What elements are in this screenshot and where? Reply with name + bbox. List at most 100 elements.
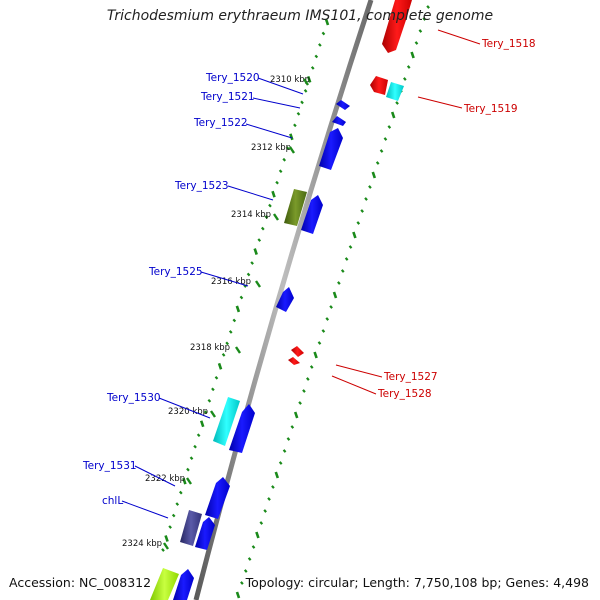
gene-label-reverse[interactable]: Tery_1519	[463, 103, 518, 115]
feature-tery-1520-arrow[interactable]	[336, 100, 350, 110]
feature-tery-1530-rna[interactable]	[213, 397, 240, 446]
feature-tery-1518-arrow[interactable]	[382, 0, 412, 53]
gene-label-forward[interactable]: Tery_1522	[193, 117, 248, 129]
gene-label-leader	[252, 97, 301, 109]
minor-tick	[211, 387, 215, 392]
gene-label-forward[interactable]: Tery_1530	[106, 392, 161, 404]
major-tick	[199, 420, 205, 428]
gene-label-leader	[437, 29, 481, 45]
major-tick	[293, 411, 299, 419]
minor-tick	[193, 444, 197, 449]
feature-tery-1530-arrow[interactable]	[229, 404, 255, 453]
reverse-features	[288, 0, 412, 365]
major-tick	[255, 531, 260, 539]
minor-tick	[383, 137, 388, 141]
minor-tick	[314, 54, 319, 59]
gene-label-forward[interactable]: Tery_1521	[200, 91, 255, 103]
minor-tick	[286, 437, 291, 441]
feature-bottom-arrow[interactable]	[173, 569, 194, 600]
reverse-gene-labels: Tery_1518 Tery_1519 Tery_1527 Tery_1528	[331, 29, 536, 400]
gene-label-forward[interactable]: Tery_1525	[148, 266, 203, 278]
minor-tick	[318, 43, 322, 47]
minor-tick	[310, 66, 315, 70]
gene-label-forward[interactable]: Tery_1523	[174, 180, 229, 192]
kbp-tick-label: 2320 kbp	[168, 407, 208, 417]
minor-tick	[406, 65, 411, 69]
gene-label-leader	[158, 397, 211, 419]
feature-tery-1523-arrow[interactable]	[301, 195, 323, 234]
gene-label-forward[interactable]: Tery_1531	[82, 460, 137, 472]
gene-label-reverse[interactable]: Tery_1518	[481, 38, 536, 50]
minor-tick	[175, 502, 180, 506]
minor-tick	[261, 226, 265, 231]
minor-tick	[368, 185, 372, 189]
minor-tick	[317, 341, 322, 345]
gene-label-leader	[245, 123, 293, 139]
minor-tick	[232, 318, 237, 323]
minor-tick	[250, 261, 254, 265]
minor-tick	[259, 521, 264, 525]
kbp-tick-label: 2312 kbp	[251, 143, 291, 153]
minor-tick	[329, 305, 333, 309]
feature-tery-1521-arrow[interactable]	[332, 116, 346, 126]
minor-tick	[247, 557, 252, 561]
major-tick	[164, 535, 169, 542]
minor-tick	[268, 203, 272, 208]
minor-tick	[240, 581, 244, 585]
minor-tick	[271, 485, 275, 489]
major-tick	[390, 111, 396, 119]
minor-tick	[356, 221, 361, 225]
feature-tery-1528-arrow[interactable]	[288, 357, 300, 365]
minor-tick	[214, 375, 219, 380]
kbp-major-tick	[289, 146, 295, 154]
outer-tick-track	[235, 5, 430, 599]
kbp-major-tick	[210, 410, 216, 418]
feature-tery-1531-arrow[interactable]	[205, 477, 230, 519]
gene-label-forward[interactable]: chlL	[102, 495, 123, 507]
kbp-ticks: 2310 kbp 2312 kbp 2314 kbp 2316 kbp 2318 kbp…	[122, 75, 310, 550]
kbp-tick-label: 2318 kbp	[190, 343, 230, 353]
gene-label-leader	[227, 185, 274, 201]
feature-tery-1527-arrow[interactable]	[291, 346, 304, 357]
gene-label-leader	[331, 375, 377, 395]
minor-tick	[225, 341, 229, 346]
gene-label-reverse[interactable]: Tery_1528	[377, 388, 432, 400]
feature-tery-1522-arrow[interactable]	[319, 128, 343, 170]
major-tick	[271, 190, 276, 198]
major-tick	[332, 291, 338, 299]
feature-tery-1519-rna[interactable]	[386, 82, 404, 101]
gene-label-leader	[121, 500, 169, 519]
feature-tery-1523-olive-gene[interactable]	[284, 189, 307, 226]
gene-label-reverse[interactable]: Tery_1527	[383, 371, 438, 383]
minor-tick	[275, 180, 279, 185]
feature-tery-1525-arrow[interactable]	[276, 287, 294, 312]
gene-label-leader	[417, 96, 463, 109]
major-tick	[235, 305, 241, 313]
major-tick	[235, 591, 241, 599]
kbp-tick-label: 2310 kbp	[270, 75, 310, 85]
minor-tick	[228, 330, 233, 334]
major-tick	[371, 171, 377, 179]
feature-tery-1519-arrow[interactable]	[370, 76, 388, 95]
major-tick	[253, 248, 258, 255]
minor-tick	[414, 41, 419, 45]
feature-chll-arrow[interactable]	[195, 517, 215, 550]
major-tick	[306, 75, 312, 83]
minor-tick	[300, 100, 304, 105]
kbp-major-tick	[273, 213, 279, 221]
gene-label-forward[interactable]: Tery_1520	[205, 72, 260, 84]
minor-tick	[298, 401, 302, 405]
minor-tick	[171, 513, 176, 518]
feature-chll-gene[interactable]	[180, 510, 202, 546]
feature-lime-gene[interactable]	[150, 568, 179, 600]
accession-text: Accession: NC_008312	[9, 575, 152, 590]
major-tick	[274, 471, 280, 479]
minor-tick	[321, 329, 326, 333]
kbp-major-tick	[186, 477, 192, 485]
minor-tick	[337, 281, 341, 285]
kbp-major-tick	[163, 542, 169, 550]
minor-tick	[257, 238, 262, 242]
minor-tick	[278, 461, 283, 465]
minor-tick	[375, 161, 380, 165]
minor-tick	[207, 398, 212, 403]
